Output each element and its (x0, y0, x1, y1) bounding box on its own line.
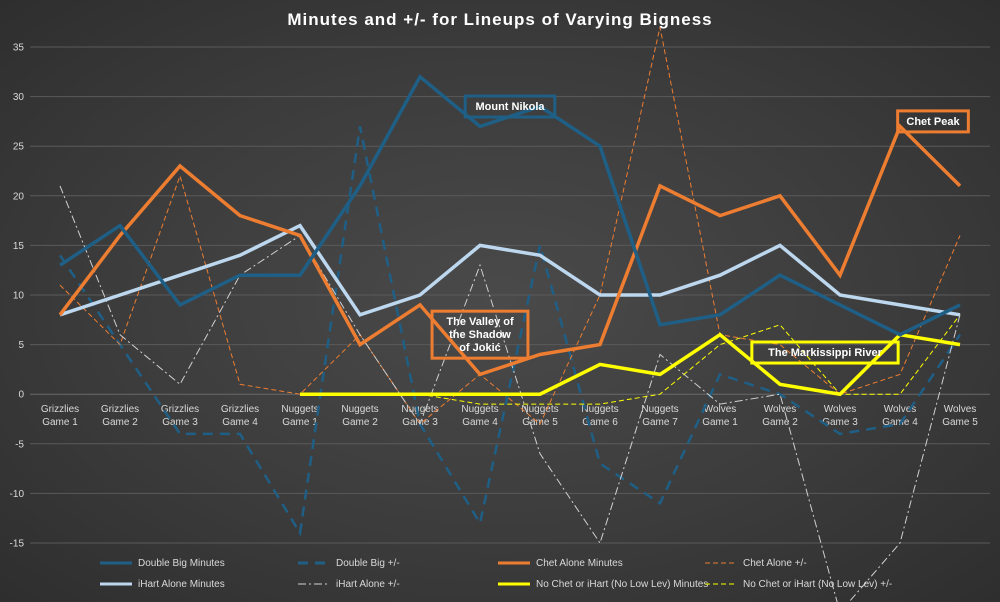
annotation-box (463, 94, 557, 119)
annotation-label: The Valley of the Shadow of Jokić (446, 316, 514, 354)
legend-label: No Chet or iHart (No Low Lev) Minutes (536, 579, 708, 590)
x-tick-label: Wolves Game 5 (942, 404, 978, 428)
annotation-box (750, 340, 900, 365)
x-tick-label: Nuggets Game 4 (461, 404, 498, 428)
series-line-0 (59, 74, 961, 337)
y-tick-label: -15 (10, 539, 25, 550)
y-tick-label: 30 (13, 92, 25, 103)
x-tick-label: Wolves Game 3 (822, 404, 858, 428)
series-lines (58, 27, 962, 602)
x-tick-label: Nuggets Game 1 (281, 404, 318, 428)
y-axis-ticks: -15 -10 -5 0 5 10 15 20 25 30 35 (10, 43, 25, 550)
x-tick-label: Nuggets Game 2 (341, 404, 378, 428)
y-tick-label: 20 (13, 191, 25, 202)
series-line-7 (300, 314, 961, 405)
legend-label: Chet Alone +/- (743, 558, 807, 569)
y-tick-label: 0 (18, 390, 24, 401)
y-tick-label: -10 (10, 489, 25, 500)
legend: Double Big Minutes Double Big +/- Chet Alo… (100, 558, 892, 590)
legend-label: Double Big Minutes (138, 558, 225, 569)
series-line-3 (59, 27, 961, 425)
y-tick-label: 10 (13, 291, 25, 302)
annotation-3: The Markissippi River (750, 340, 900, 365)
series-line-4 (59, 223, 961, 317)
legend-label: iHart Alone Minutes (138, 579, 225, 590)
legend-label: Chet Alone Minutes (536, 558, 623, 569)
x-tick-label: Wolves Game 2 (762, 404, 798, 428)
annotation-1: Chet Peak (896, 109, 970, 134)
annotations: Mount Nikola Chet Peak The Valley of the Sh… (430, 94, 970, 365)
x-tick-label: Grizzlies Game 2 (101, 404, 139, 428)
x-tick-label: Grizzlies Game 1 (41, 404, 79, 428)
x-tick-label: Grizzlies Game 3 (161, 404, 199, 428)
series-line-5 (59, 185, 961, 602)
chart-title: Minutes and +/- for Lineups of Varying B… (287, 10, 712, 29)
x-axis-ticks: Grizzlies Game 1 Grizzlies Game 2 Grizzlies G… (41, 404, 978, 428)
y-tick-label: 25 (13, 142, 25, 153)
annotation-2: The Valley of the Shadow of Jokić (430, 309, 530, 360)
x-tick-label: Nuggets Game 7 (641, 404, 678, 428)
y-tick-label: 5 (18, 340, 24, 351)
annotation-0: Mount Nikola (463, 94, 557, 119)
series-line-1 (58, 126, 962, 537)
y-tick-label: 35 (13, 43, 25, 54)
legend-label: Double Big +/- (336, 558, 400, 569)
annotation-box (430, 309, 530, 360)
annotation-label: Chet Peak (906, 116, 960, 128)
annotation-label: The Markissippi River (768, 347, 882, 359)
y-tick-label: -5 (15, 439, 24, 450)
x-tick-label: Grizzlies Game 4 (221, 404, 259, 428)
y-tick-label: 15 (13, 241, 25, 252)
annotation-label: Mount Nikola (475, 101, 545, 113)
x-tick-label: Nuggets Game 6 (581, 404, 618, 428)
legend-label: iHart Alone +/- (336, 579, 400, 590)
legend-label: No Chet or iHart (No Low Lev) +/- (743, 579, 892, 590)
gridlines (30, 46, 990, 544)
x-tick-label: Wolves Game 1 (702, 404, 738, 428)
series-line-2 (58, 123, 962, 377)
annotation-box (896, 109, 970, 134)
series-line-6 (300, 332, 961, 397)
